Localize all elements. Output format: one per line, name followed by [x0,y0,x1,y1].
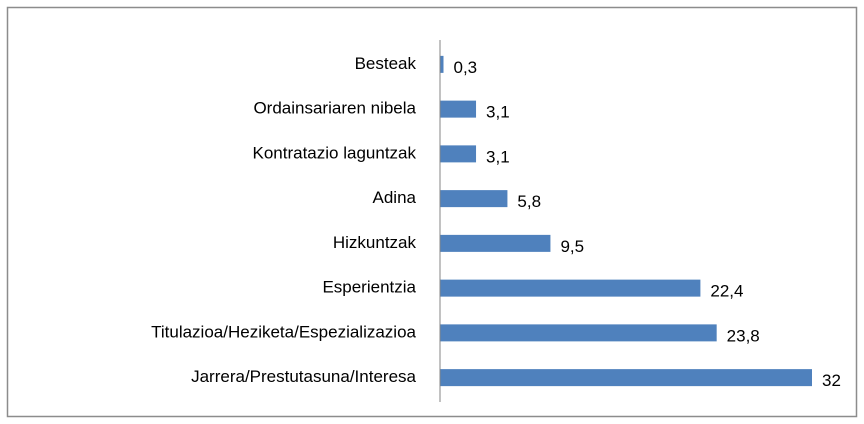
y-tick-label: Kontratazio laguntzak [253,143,417,162]
y-tick-label: Jarrera/Prestutasuna/Interesa [191,367,416,386]
y-tick-label: Besteak [355,54,417,73]
data-label: 3,1 [486,103,510,122]
y-tick-label: Esperientzia [322,278,416,297]
bar [440,55,444,73]
data-label: 5,8 [517,192,541,211]
bar [440,279,701,297]
data-label: 22,4 [710,282,743,301]
data-label: 9,5 [560,237,584,256]
bar [440,324,717,342]
bar [440,190,508,208]
bar [440,100,477,118]
data-label: 3,1 [486,147,510,166]
chart-border [6,6,858,418]
y-tick-label: Adina [373,188,417,207]
data-label: 32 [822,371,841,390]
y-tick-label: Ordainsariaren nibela [253,99,416,118]
bar [440,369,812,387]
y-tick-label: Titulazioa/Heziketa/Espezializazioa [151,322,416,341]
bar [440,145,477,163]
data-label: 23,8 [727,326,760,345]
bar [440,234,551,252]
y-tick-label: Hizkuntzak [333,233,417,252]
data-label: 0,3 [453,58,477,77]
